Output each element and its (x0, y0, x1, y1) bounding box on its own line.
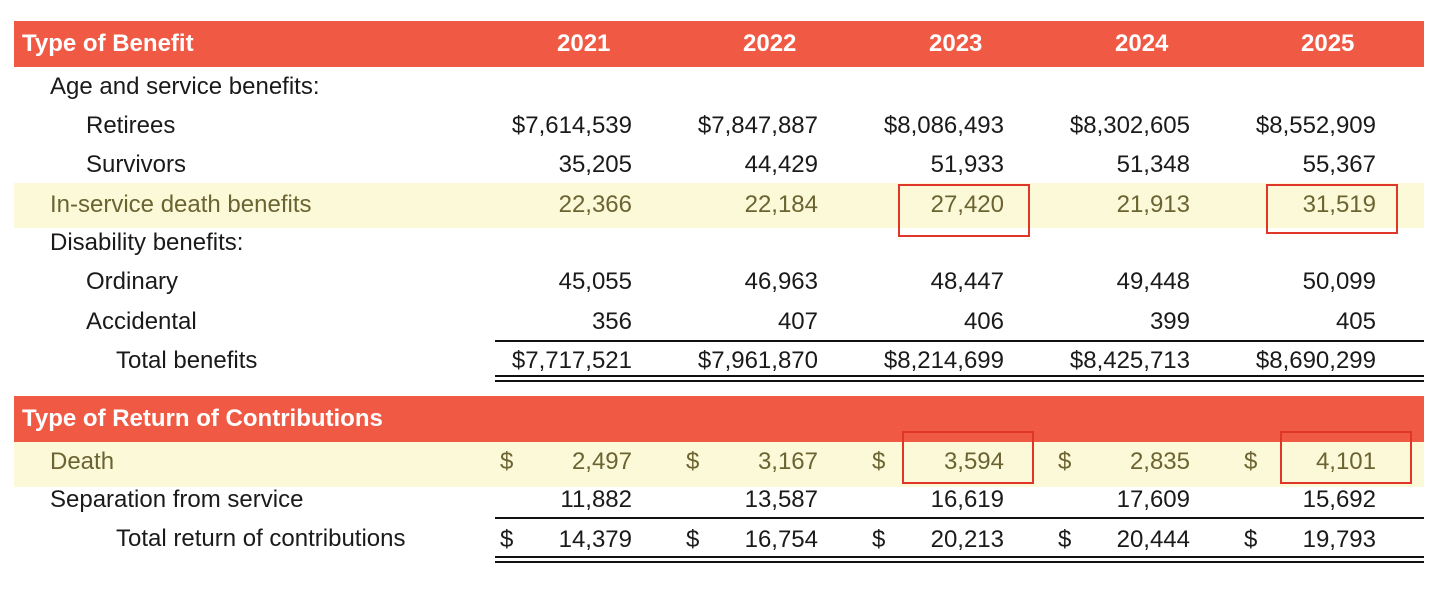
survivors-2022: 44,429 (744, 151, 818, 178)
total-benefits-2023: $8,214,699 (883, 347, 1004, 374)
year-header-2023: 2023 (929, 30, 983, 57)
retirees-2022: $7,847,887 (697, 112, 818, 139)
ordinary-2023: 48,447 (930, 268, 1004, 295)
year-header-2024: 2024 (1115, 30, 1169, 57)
survivors-2024: 51,348 (1116, 151, 1190, 178)
accidental-2022: 407 (777, 308, 818, 335)
year-header-2025: 2025 (1301, 30, 1355, 57)
benefits-total-double-rule-top (495, 375, 1424, 377)
death-dollar-2022: $ (686, 448, 700, 475)
accidental-2021: 356 (591, 308, 632, 335)
survivors-label: Survivors (86, 151, 187, 178)
benefits-header-title: Type of Benefit (22, 30, 194, 57)
total-contributions-2025: 19,793 (1302, 526, 1376, 553)
in-service-death-2021: 22,366 (558, 191, 632, 218)
total-contributions-2023: 20,213 (930, 526, 1004, 553)
death-dollar-2023: $ (872, 448, 886, 475)
total-benefits-2025: $8,690,299 (1255, 347, 1376, 374)
total-dollar-2022: $ (686, 526, 700, 553)
death-2023: 3,594 (943, 448, 1004, 475)
ordinary-2022: 46,963 (744, 268, 818, 295)
total-benefits-2024: $8,425,713 (1069, 347, 1190, 374)
retirees-2024: $8,302,605 (1069, 112, 1190, 139)
death-highlight (14, 442, 1424, 487)
accidental-label: Accidental (86, 308, 197, 335)
retirees-2023: $8,086,493 (883, 112, 1004, 139)
survivors-2025: 55,367 (1302, 151, 1376, 178)
ordinary-2021: 45,055 (558, 268, 632, 295)
contributions-total-double-rule-bottom (495, 561, 1424, 563)
total-contributions-2024: 20,444 (1116, 526, 1190, 553)
total-dollar-2025: $ (1244, 526, 1258, 553)
year-header-2022: 2022 (743, 30, 797, 57)
benefits-header-bar (14, 21, 1424, 67)
death-dollar-2024: $ (1058, 448, 1072, 475)
in-service-death-2024: 21,913 (1116, 191, 1190, 218)
accidental-2024: 399 (1149, 308, 1190, 335)
in-service-death-2023: 27,420 (930, 191, 1004, 218)
ordinary-2024: 49,448 (1116, 268, 1190, 295)
death-label: Death (50, 448, 115, 475)
total-dollar-2023: $ (872, 526, 886, 553)
callout-box-2023-death (902, 431, 1034, 484)
in-service-death-label: In-service death benefits (50, 191, 312, 218)
death-dollar-2021: $ (500, 448, 514, 475)
accidental-2025: 405 (1335, 308, 1376, 335)
contributions-header-title: Type of Return of Contributions (22, 405, 383, 432)
callout-box-2025-death (1280, 431, 1412, 484)
death-2021: 2,497 (571, 448, 632, 475)
total-contributions-2021: 14,379 (558, 526, 632, 553)
separation-2025: 15,692 (1302, 486, 1376, 513)
in-service-death-2025: 31,519 (1302, 191, 1376, 218)
retirees-label: Retirees (86, 112, 176, 139)
in-service-death-2022: 22,184 (744, 191, 818, 218)
total-benefits-label: Total benefits (116, 347, 258, 374)
year-header-2021: 2021 (557, 30, 611, 57)
benefits-total-double-rule-bottom (495, 380, 1424, 382)
contributions-subtotal-rule (495, 517, 1424, 519)
retirees-2025: $8,552,909 (1255, 112, 1376, 139)
total-dollar-2024: $ (1058, 526, 1072, 553)
death-2024: 2,835 (1129, 448, 1190, 475)
separation-2024: 17,609 (1116, 486, 1190, 513)
contributions-total-double-rule-top (495, 556, 1424, 558)
death-dollar-2025: $ (1244, 448, 1258, 475)
contributions-header-bar (14, 396, 1424, 442)
retirees-2021: $7,614,539 (511, 112, 632, 139)
total-benefits-2022: $7,961,870 (697, 347, 818, 374)
total-dollar-2021: $ (500, 526, 514, 553)
total-contributions-2022: 16,754 (744, 526, 818, 553)
ordinary-label: Ordinary (86, 268, 179, 295)
separation-2023: 16,619 (930, 486, 1004, 513)
disability-label: Disability benefits: (50, 229, 244, 256)
death-2022: 3,167 (757, 448, 818, 475)
accidental-2023: 406 (963, 308, 1004, 335)
survivors-2023: 51,933 (930, 151, 1004, 178)
total-contributions-label: Total return of contributions (116, 525, 406, 552)
separation-label: Separation from service (50, 486, 304, 513)
age-service-label: Age and service benefits: (50, 73, 320, 100)
in-service-death-highlight (14, 183, 1424, 228)
death-2025: 4,101 (1315, 448, 1376, 475)
callout-box-2023-in-service (898, 184, 1030, 237)
survivors-2021: 35,205 (558, 151, 632, 178)
callout-box-2025-in-service (1266, 184, 1398, 234)
benefits-subtotal-rule (495, 340, 1424, 342)
separation-2022: 13,587 (744, 486, 818, 513)
total-benefits-2021: $7,717,521 (511, 347, 632, 374)
separation-2021: 11,882 (560, 486, 632, 513)
ordinary-2025: 50,099 (1302, 268, 1376, 295)
